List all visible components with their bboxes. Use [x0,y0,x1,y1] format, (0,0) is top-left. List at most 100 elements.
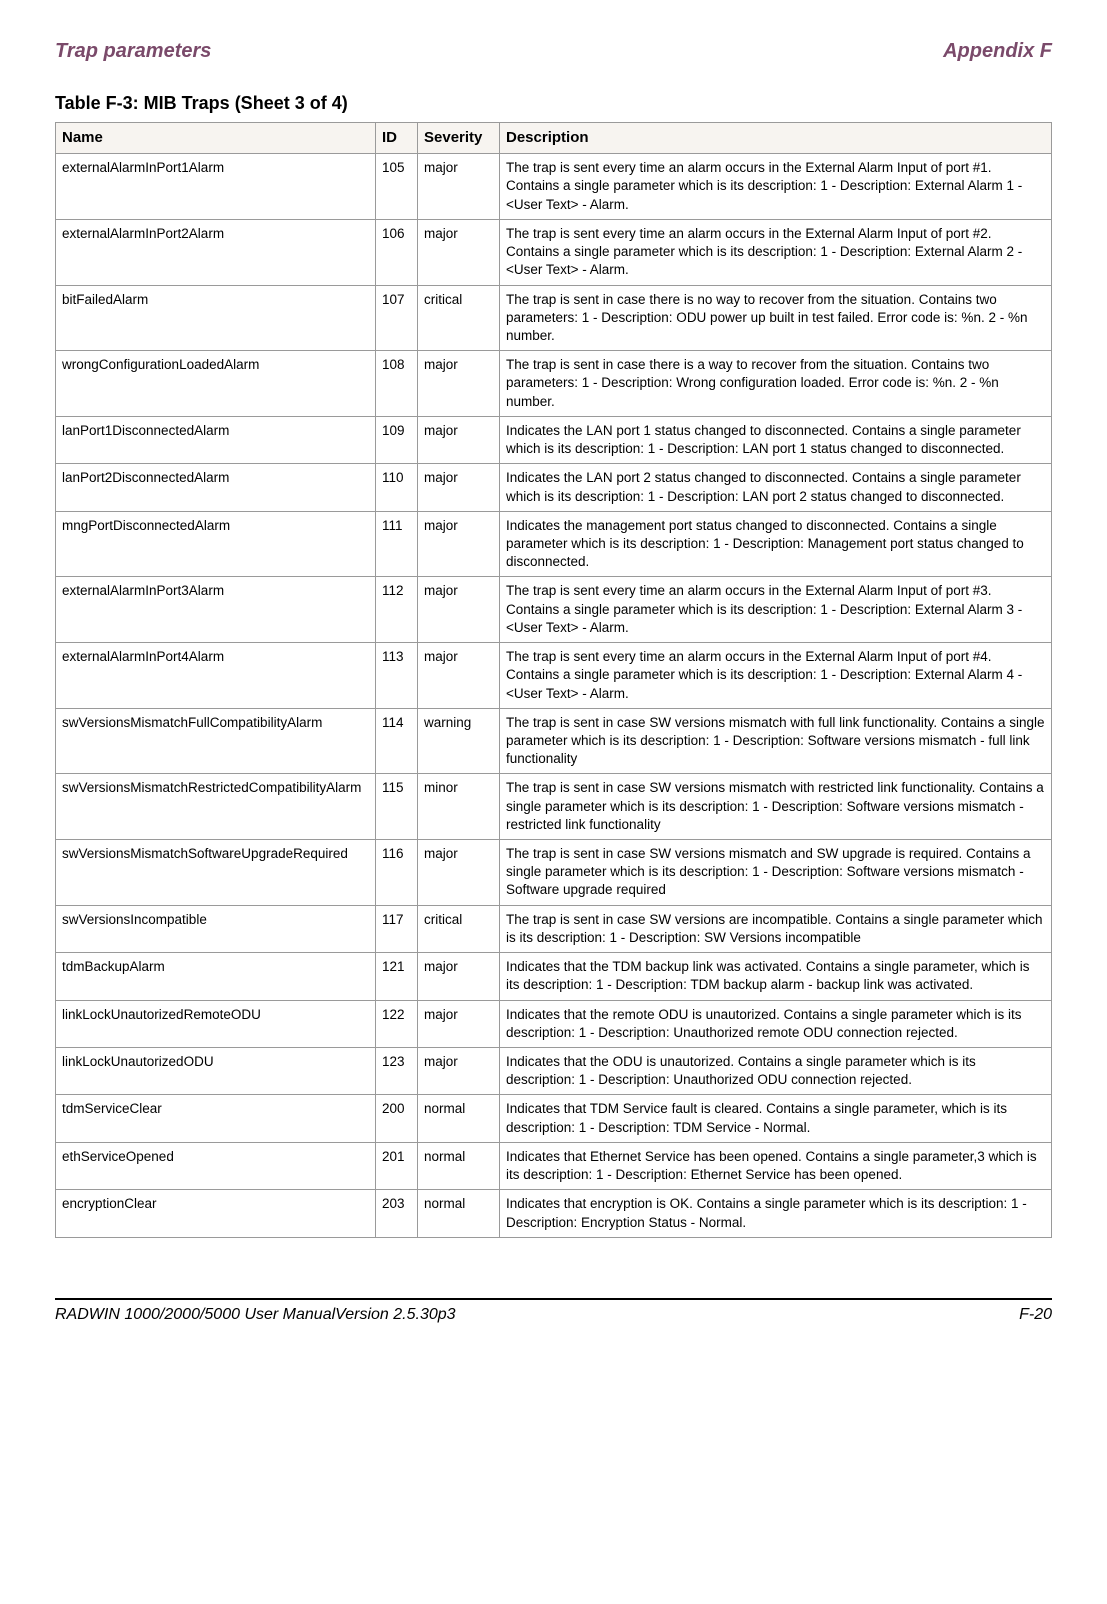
cell-severity: normal [418,1142,500,1189]
cell-name: externalAlarmInPort4Alarm [56,643,376,709]
col-header-severity: Severity [418,123,500,154]
cell-name: linkLockUnautorizedRemoteODU [56,1000,376,1047]
cell-severity: major [418,511,500,577]
cell-description: Indicates the LAN port 2 status changed … [500,464,1052,511]
header-right: Appendix F [943,40,1052,63]
cell-description: The trap is sent every time an alarm occ… [500,219,1052,285]
table-row: swVersionsMismatchRestrictedCompatibilit… [56,774,1052,840]
table-row: linkLockUnautorizedODU123majorIndicates … [56,1048,1052,1095]
cell-name: lanPort2DisconnectedAlarm [56,464,376,511]
cell-name: externalAlarmInPort3Alarm [56,577,376,643]
cell-severity: major [418,1048,500,1095]
cell-severity: major [418,154,500,220]
cell-description: The trap is sent in case there is a way … [500,351,1052,417]
footer-left: RADWIN 1000/2000/5000 User ManualVersion… [55,1306,456,1324]
table-header-row: Name ID Severity Description [56,123,1052,154]
cell-description: Indicates that encryption is OK. Contain… [500,1190,1052,1237]
cell-severity: major [418,840,500,906]
cell-id: 110 [376,464,418,511]
table-row: linkLockUnautorizedRemoteODU122major Ind… [56,1000,1052,1047]
table-title: Table F-3: MIB Traps (Sheet 3 of 4) [55,93,1052,114]
cell-severity: major [418,643,500,709]
cell-description: The trap is sent in case there is no way… [500,285,1052,351]
col-header-description: Description [500,123,1052,154]
table-row: bitFailedAlarm107criticalThe trap is sen… [56,285,1052,351]
cell-severity: normal [418,1095,500,1142]
cell-description: The trap is sent in case SW versions mis… [500,840,1052,906]
col-header-name: Name [56,123,376,154]
table-row: wrongConfigurationLoadedAlarm108majorThe… [56,351,1052,417]
cell-name: mngPortDisconnectedAlarm [56,511,376,577]
cell-id: 117 [376,905,418,952]
cell-id: 106 [376,219,418,285]
cell-id: 122 [376,1000,418,1047]
cell-name: bitFailedAlarm [56,285,376,351]
table-row: swVersionsMismatchSoftwareUpgradeRequire… [56,840,1052,906]
cell-severity: critical [418,905,500,952]
table-row: swVersionsMismatchFullCompatibilityAlarm… [56,708,1052,774]
cell-severity: major [418,219,500,285]
cell-severity: minor [418,774,500,840]
cell-description: Indicates that the TDM backup link was a… [500,953,1052,1000]
cell-description: Indicates that the remote ODU is unautor… [500,1000,1052,1047]
footer-right: F-20 [1019,1306,1052,1324]
table-row: externalAlarmInPort3Alarm112majorThe tra… [56,577,1052,643]
cell-name: tdmServiceClear [56,1095,376,1142]
cell-severity: major [418,577,500,643]
mib-traps-table: Name ID Severity Description externalAla… [55,122,1052,1238]
cell-description: The trap is sent every time an alarm occ… [500,643,1052,709]
table-row: lanPort1DisconnectedAlarm109majorIndicat… [56,416,1052,463]
cell-name: lanPort1DisconnectedAlarm [56,416,376,463]
cell-id: 201 [376,1142,418,1189]
table-row: tdmServiceClear200normalIndicates that T… [56,1095,1052,1142]
cell-severity: normal [418,1190,500,1237]
cell-name: swVersionsMismatchRestrictedCompatibilit… [56,774,376,840]
table-row: swVersionsIncompatible117criticalThe tra… [56,905,1052,952]
cell-description: The trap is sent in case SW versions mis… [500,708,1052,774]
cell-severity: major [418,351,500,417]
col-header-id: ID [376,123,418,154]
cell-description: Indicates that Ethernet Service has been… [500,1142,1052,1189]
cell-id: 108 [376,351,418,417]
cell-description: Indicates the LAN port 1 status changed … [500,416,1052,463]
cell-name: wrongConfigurationLoadedAlarm [56,351,376,417]
table-row: encryptionClear203normalIndicates that e… [56,1190,1052,1237]
cell-severity: critical [418,285,500,351]
table-row: externalAlarmInPort2Alarm106majorThe tra… [56,219,1052,285]
cell-name: externalAlarmInPort2Alarm [56,219,376,285]
cell-name: externalAlarmInPort1Alarm [56,154,376,220]
cell-id: 123 [376,1048,418,1095]
cell-description: Indicates the management port status cha… [500,511,1052,577]
page-footer: RADWIN 1000/2000/5000 User ManualVersion… [55,1306,1052,1324]
cell-id: 114 [376,708,418,774]
cell-severity: major [418,953,500,1000]
cell-description: Indicates that the ODU is unautorized. C… [500,1048,1052,1095]
cell-description: The trap is sent every time an alarm occ… [500,577,1052,643]
cell-name: ethServiceOpened [56,1142,376,1189]
footer-rule [55,1298,1052,1300]
cell-name: tdmBackupAlarm [56,953,376,1000]
cell-id: 105 [376,154,418,220]
header-left: Trap parameters [55,40,211,63]
cell-id: 200 [376,1095,418,1142]
cell-id: 107 [376,285,418,351]
cell-id: 111 [376,511,418,577]
cell-description: The trap is sent in case SW versions mis… [500,774,1052,840]
table-row: ethServiceOpened201normalIndicates that … [56,1142,1052,1189]
cell-severity: warning [418,708,500,774]
cell-name: linkLockUnautorizedODU [56,1048,376,1095]
table-row: mngPortDisconnectedAlarm111majorIndicate… [56,511,1052,577]
cell-id: 113 [376,643,418,709]
cell-severity: major [418,416,500,463]
cell-description: The trap is sent in case SW versions are… [500,905,1052,952]
table-row: lanPort2DisconnectedAlarm110majorIndicat… [56,464,1052,511]
cell-id: 203 [376,1190,418,1237]
cell-id: 121 [376,953,418,1000]
cell-description: The trap is sent every time an alarm occ… [500,154,1052,220]
cell-severity: major [418,1000,500,1047]
cell-id: 109 [376,416,418,463]
cell-name: swVersionsMismatchSoftwareUpgradeRequire… [56,840,376,906]
cell-name: swVersionsMismatchFullCompatibilityAlarm [56,708,376,774]
table-row: tdmBackupAlarm121majorIndicates that the… [56,953,1052,1000]
cell-id: 112 [376,577,418,643]
